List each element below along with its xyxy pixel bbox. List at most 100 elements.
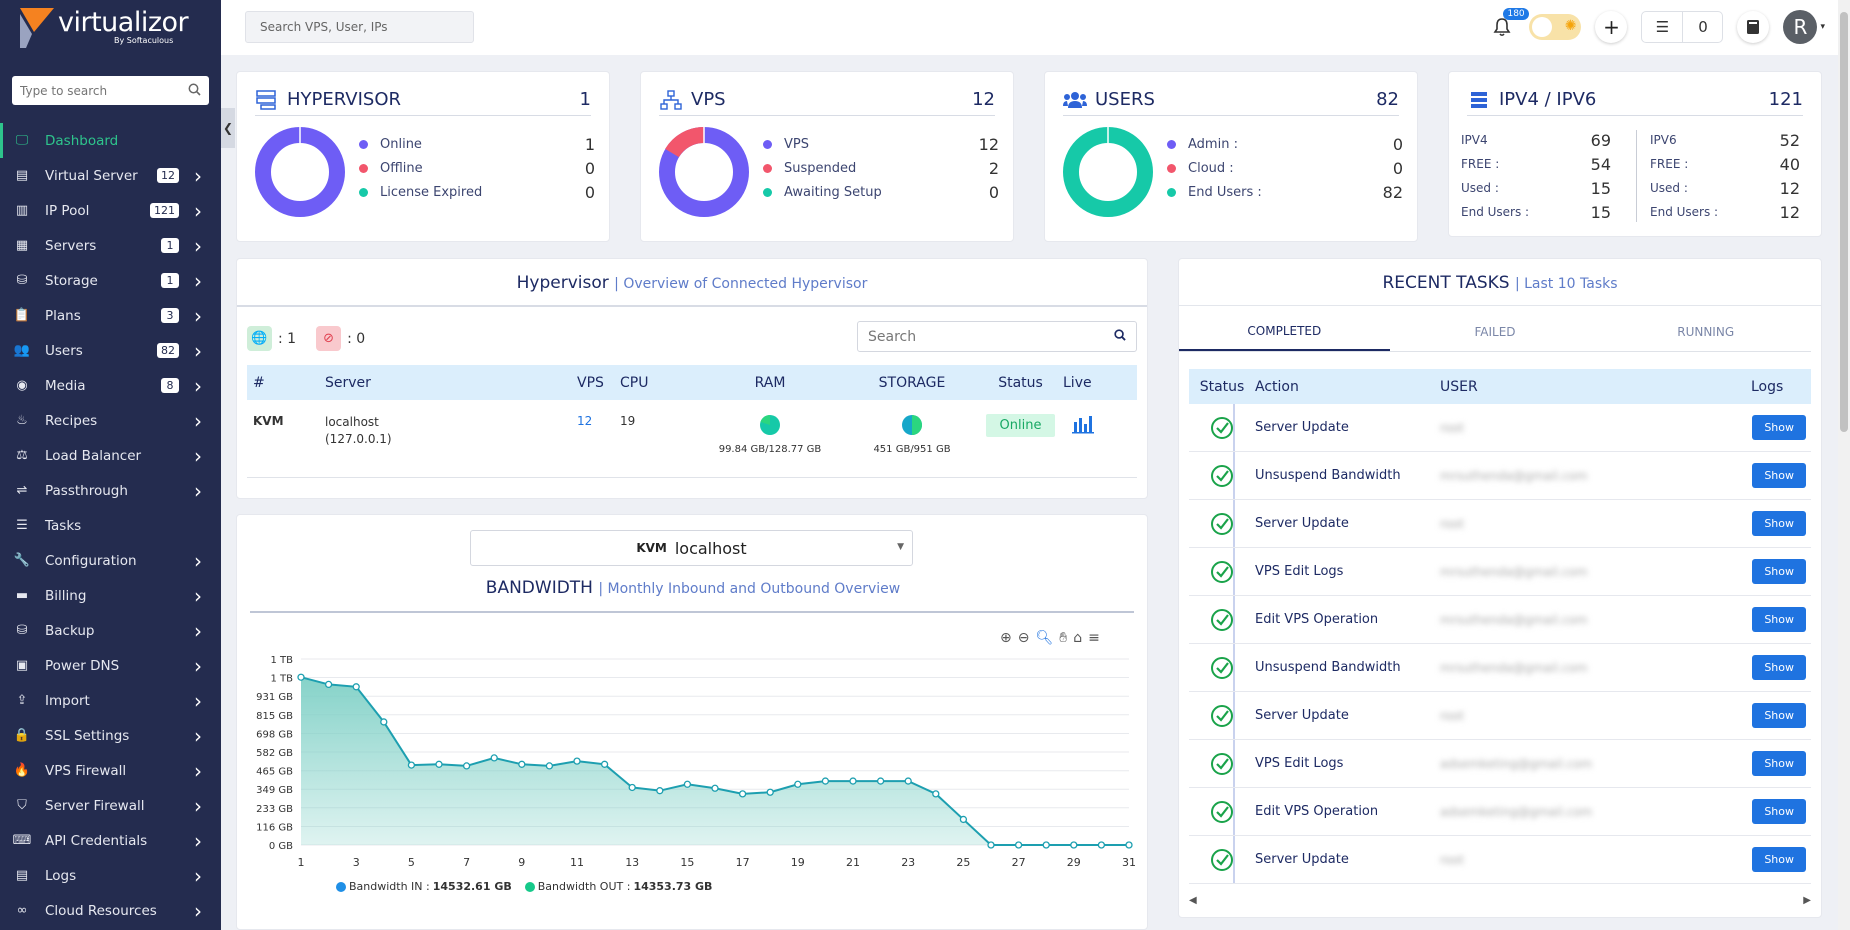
show-logs-button[interactable]: Show (1752, 559, 1806, 584)
show-logs-button[interactable]: Show (1752, 655, 1806, 680)
sidebar-item-server-firewall[interactable]: ⛉ Server Firewall › (0, 788, 221, 823)
sidebar-item-label: VPS Firewall (45, 762, 127, 779)
scroll-left-icon[interactable]: ◀ (1189, 895, 1197, 906)
sidebar-item-users[interactable]: 👥 Users 82 › (0, 333, 221, 368)
vps-count-link[interactable]: 12 (577, 414, 593, 428)
divider (1179, 305, 1821, 306)
tab-completed[interactable]: COMPLETED (1179, 312, 1390, 351)
sidebar-item-api-credentials[interactable]: ⌨ API Credentials › (0, 823, 221, 858)
legend-row: Awaiting Setup 0 (763, 180, 999, 204)
legend-dot (763, 139, 772, 149)
magnify-icon[interactable]: 🔍︎ (1035, 630, 1054, 646)
sidebar-item-tasks[interactable]: ☰ Tasks (0, 508, 221, 543)
search-icon[interactable] (188, 81, 201, 100)
scrollbar-thumb[interactable] (1840, 12, 1848, 432)
docs-button[interactable] (1737, 11, 1770, 43)
global-search-input[interactable]: Search VPS, User, IPs (245, 11, 474, 43)
ip-stat-row: FREE : 40 (1650, 152, 1800, 176)
sidebar-item-ip-pool[interactable]: ▥ IP Pool 121 › (0, 193, 221, 228)
online-count: : 1 (278, 330, 297, 347)
sidebar-item-virtual-server[interactable]: ▤ Virtual Server 12 › (0, 158, 221, 193)
sidebar-item-backup[interactable]: ⛁ Backup › (0, 613, 221, 648)
sidebar-collapse-button[interactable]: ❮ (221, 108, 235, 148)
sidebar-item-passthrough[interactable]: ⇌ Passthrough › (0, 473, 221, 508)
legend-value: 0 (584, 158, 595, 178)
hypervisor-search-input[interactable]: Search (857, 321, 1137, 352)
home-icon[interactable]: ⌂ (1073, 630, 1083, 646)
horizontal-scrollbar[interactable]: ◀ ▶ (1189, 895, 1811, 906)
tasks-button[interactable]: ☰ 0 (1641, 11, 1724, 43)
sidebar-item-vps-firewall[interactable]: 🔥 VPS Firewall › (0, 753, 221, 788)
show-logs-button[interactable]: Show (1752, 607, 1806, 632)
tab-running[interactable]: RUNNING (1677, 324, 1735, 339)
show-logs-button[interactable]: Show (1752, 511, 1806, 536)
ip-stat-row: End Users : 15 (1461, 200, 1611, 224)
data-point (462, 762, 471, 770)
ip-list-icon (1467, 90, 1491, 110)
storage-pie-icon (902, 415, 922, 435)
theme-toggle[interactable]: ✺ (1529, 14, 1582, 40)
tab-failed[interactable]: FAILED (1474, 324, 1516, 339)
show-logs-button[interactable]: Show (1752, 415, 1806, 440)
sidebar-search[interactable] (12, 76, 209, 105)
legend-in-label: Bandwidth IN : (349, 880, 430, 893)
task-user: mrsuthenda@gmail.com (1440, 564, 1588, 579)
menu-icon[interactable]: ≡ (1088, 630, 1100, 646)
glasses-icon: ∞ (16, 903, 28, 918)
users-donut (1063, 127, 1153, 217)
sidebar-item-dashboard[interactable]: 🖵 Dashboard (0, 123, 221, 158)
col-header: Live (1063, 374, 1092, 391)
data-point (435, 760, 443, 768)
balance-icon: ⚖ (16, 448, 28, 463)
legend-row: Offline 0 (359, 156, 595, 180)
server-select-dropdown[interactable]: KVM localhost ▼ (470, 530, 913, 566)
notifications-button[interactable]: 180 (1489, 8, 1529, 40)
sidebar-item-ssl-settings[interactable]: 🔒 SSL Settings › (0, 718, 221, 753)
live-chart-button[interactable] (1063, 414, 1103, 434)
y-tick-label: 349 GB (256, 785, 293, 796)
show-logs-button[interactable]: Show (1752, 799, 1806, 824)
sidebar-item-load-balancer[interactable]: ⚖ Load Balancer › (0, 438, 221, 473)
server-name[interactable]: localhost (325, 415, 379, 429)
col-header: Server (325, 374, 371, 391)
task-tabs: COMPLETED FAILED RUNNING (1179, 312, 1811, 352)
hypervisor-panel-title: Hypervisor (516, 273, 609, 293)
sidebar-item-configuration[interactable]: 🔧 Configuration › (0, 543, 221, 578)
search-icon[interactable] (1114, 328, 1126, 345)
page-scrollbar[interactable] (1838, 0, 1850, 930)
sidebar-item-servers[interactable]: ▦ Servers 1 › (0, 228, 221, 263)
brand-logo[interactable]: virtualizor (20, 8, 189, 52)
zoom-in-icon[interactable]: ⊕ (1000, 630, 1012, 646)
user-menu[interactable]: R ▾ (1783, 10, 1825, 44)
ip-stat-row: Used : 12 (1650, 176, 1800, 200)
pan-icon[interactable]: ✋︎ (1059, 630, 1068, 646)
online-filter-globe-icon[interactable]: 🌐 (247, 326, 272, 351)
sidebar-item-recipes[interactable]: ♨ Recipes › (0, 403, 221, 438)
sidebar-item-logs[interactable]: ▤ Logs › (0, 858, 221, 893)
data-point (904, 777, 912, 785)
add-button[interactable]: + (1595, 11, 1628, 43)
sidebar-item-import[interactable]: ⇪ Import › (0, 683, 221, 718)
sidebar-item-storage[interactable]: ⛁ Storage 1 › (0, 263, 221, 298)
sidebar-item-media[interactable]: ◉ Media 8 › (0, 368, 221, 403)
ip-stat-label: Used : (1650, 181, 1688, 195)
zoom-out-icon[interactable]: ⊖ (1017, 630, 1030, 646)
offline-filter-globe-icon[interactable]: ⊘ (316, 326, 342, 351)
bar-chart-icon (1072, 416, 1094, 434)
table-row[interactable]: KVM localhost (127.0.0.1) 12 19 99.84 GB… (247, 400, 1137, 478)
show-logs-button[interactable]: Show (1752, 463, 1806, 488)
chevron-right-icon: › (194, 163, 202, 188)
sidebar-item-cloud-resources[interactable]: ∞ Cloud Resources › (0, 893, 221, 928)
scroll-right-icon[interactable]: ▶ (1803, 895, 1811, 906)
chevron-right-icon: › (194, 758, 202, 783)
sidebar-item-power-dns[interactable]: ▣ Power DNS › (0, 648, 221, 683)
ip-stat-title: IPV4 / IPV6 (1499, 89, 1597, 110)
sidebar-item-billing[interactable]: ▬ Billing › (0, 578, 221, 613)
data-point (849, 777, 857, 785)
task-user: root (1440, 852, 1465, 867)
sidebar-search-input[interactable] (20, 83, 188, 98)
show-logs-button[interactable]: Show (1752, 751, 1806, 776)
show-logs-button[interactable]: Show (1752, 847, 1806, 872)
sidebar-item-plans[interactable]: 📋 Plans 3 › (0, 298, 221, 333)
show-logs-button[interactable]: Show (1752, 703, 1806, 728)
